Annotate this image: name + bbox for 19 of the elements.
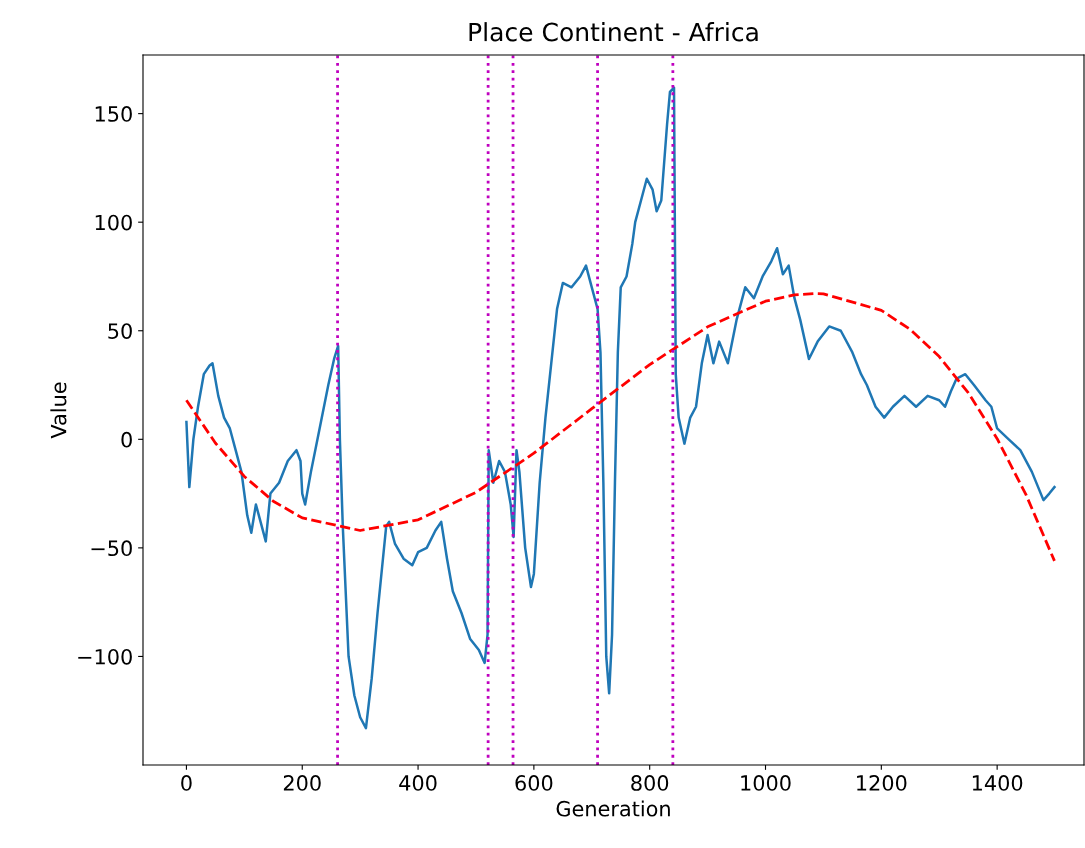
y-tick-label: 50 (108, 323, 132, 339)
x-tick-label: 1400 (972, 775, 1023, 791)
x-tick-label: 400 (399, 775, 437, 791)
line-series (185, 86, 1056, 730)
line-series (185, 292, 1056, 563)
x-tick-label: 800 (631, 775, 669, 791)
x-tick-label: 200 (283, 775, 321, 791)
x-tick-label: 1200 (857, 775, 907, 791)
x-tick-label: 600 (515, 775, 553, 791)
y-tick-label: 0 (121, 431, 132, 448)
y-axis-title: Value (50, 382, 67, 439)
x-tick-label: 1000 (741, 775, 791, 791)
x-tick-label: 0 (181, 775, 192, 791)
y-tick-label: −50 (91, 540, 132, 557)
y-tick-label: −100 (78, 648, 132, 665)
y-tick-label: 100 (95, 214, 132, 231)
chart-title: Place Continent - Africa (469, 22, 758, 42)
y-tick-label: 150 (95, 106, 132, 122)
x-axis-title: Generation (556, 800, 670, 817)
